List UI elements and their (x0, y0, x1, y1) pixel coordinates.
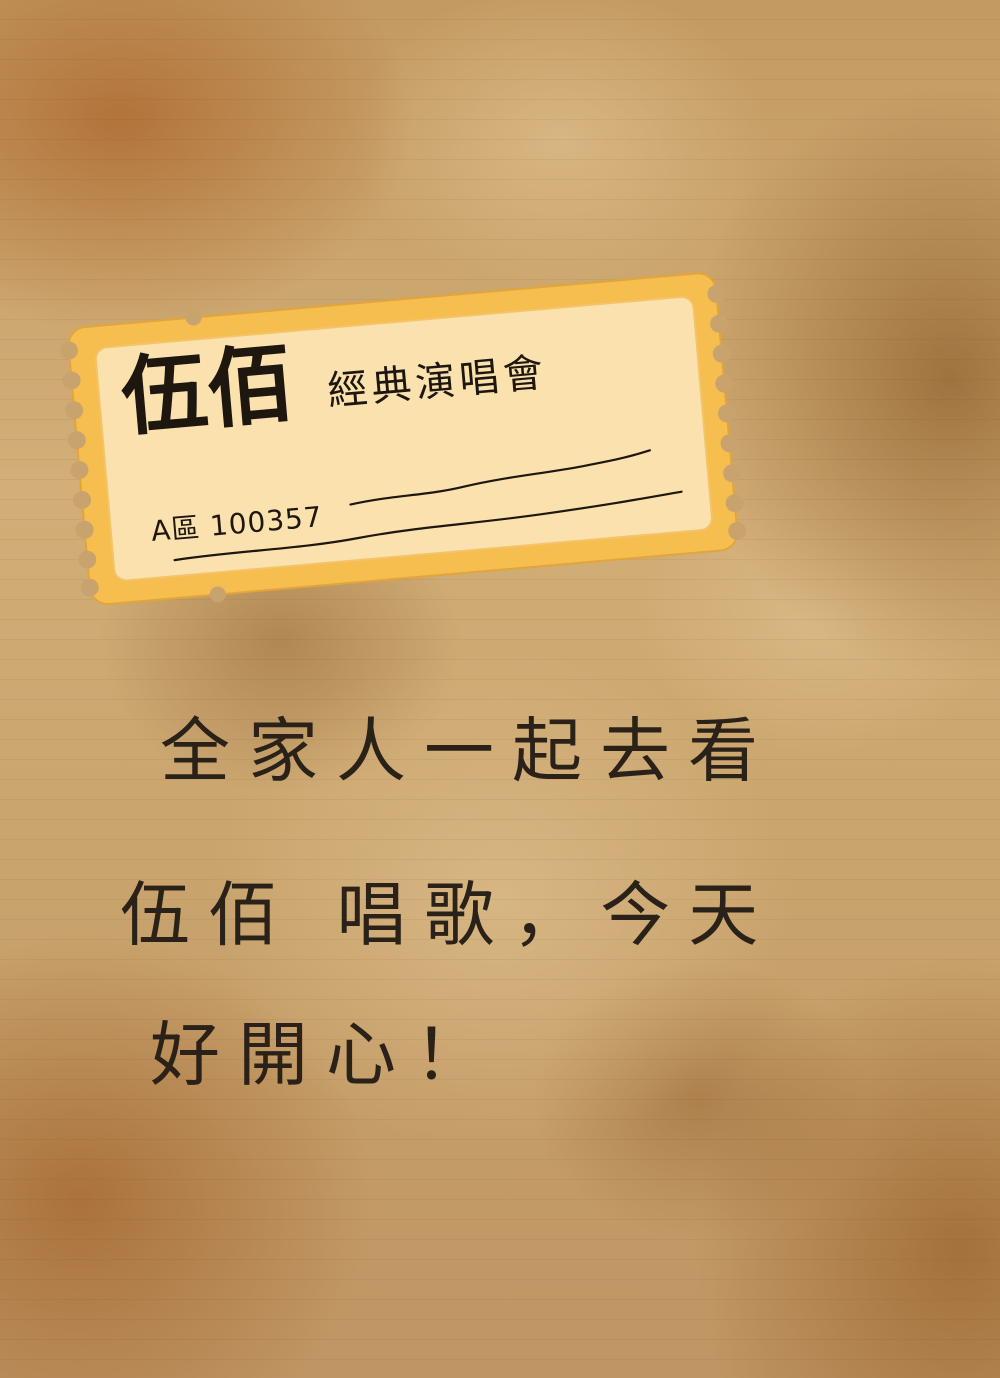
message-line-1: 全家人一起去看 (160, 710, 776, 792)
ticket-title: 伍佰 (117, 333, 298, 449)
message-line-2: 伍佰 唱歌，今天 (120, 874, 777, 956)
message-line-3: 好開心！ (150, 1014, 502, 1096)
ticket-underline (173, 490, 683, 562)
ticket-graphic (59, 272, 747, 606)
ticket-signature-line (349, 449, 651, 506)
ticket-inner-panel (94, 295, 713, 582)
